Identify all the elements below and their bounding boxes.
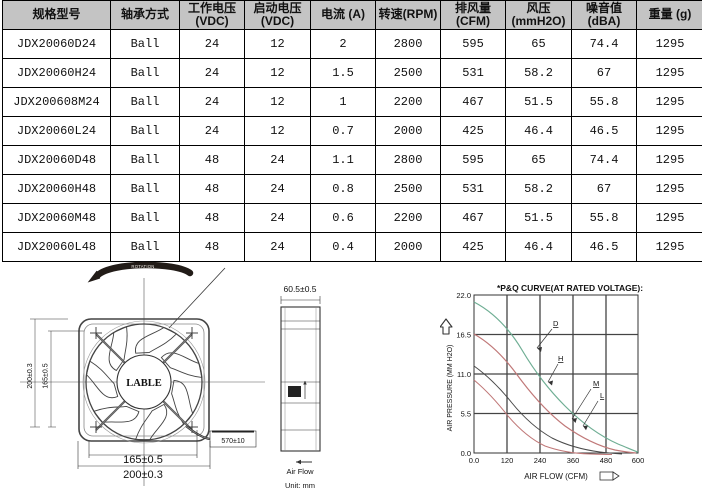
svg-text:570±10: 570±10 [221,438,244,445]
svg-text:H: H [558,354,563,363]
svg-text:240: 240 [534,456,547,465]
svg-text:22.0: 22.0 [456,291,471,300]
svg-text:Unit: mm: Unit: mm [285,481,315,490]
svg-text:480: 480 [600,456,613,465]
svg-text:360: 360 [567,456,580,465]
svg-text:120: 120 [501,456,514,465]
svg-text:*P&Q CURVE(AT RATED VOLTAGE):: *P&Q CURVE(AT RATED VOLTAGE): [497,283,643,293]
svg-text:0.0: 0.0 [469,456,479,465]
svg-text:L: L [600,391,604,400]
svg-text:5.5: 5.5 [461,410,471,419]
svg-text:M: M [593,379,599,388]
svg-text:165±0.5: 165±0.5 [123,454,163,466]
svg-text:Air Flow: Air Flow [286,467,314,476]
svg-text:AIR PRESSURE (MM H2O): AIR PRESSURE (MM H2O) [447,345,454,432]
svg-text:165±0.5: 165±0.5 [43,363,50,388]
svg-text:D: D [553,319,559,328]
svg-text:ROTATION: ROTATION [131,264,154,269]
svg-text:11.0: 11.0 [457,370,471,379]
svg-text:600: 600 [632,456,645,465]
svg-text:60.5±0.5: 60.5±0.5 [283,284,316,294]
svg-text:200±0.3: 200±0.3 [27,363,34,388]
svg-text:16.5: 16.5 [456,331,471,340]
svg-text:AIR FLOW (CFM): AIR FLOW (CFM) [524,472,588,481]
svg-text:200±0.3: 200±0.3 [123,469,163,481]
svg-text:LABLE: LABLE [126,378,162,389]
